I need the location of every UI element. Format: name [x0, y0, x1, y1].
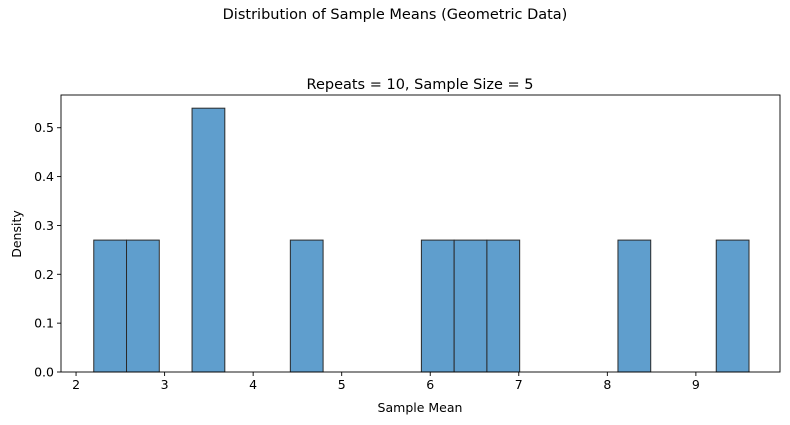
x-tick-label-2: 4: [249, 377, 257, 392]
y-tick-label-5: 0.5: [34, 120, 54, 135]
x-tick-label-5: 7: [515, 377, 523, 392]
histogram-bar-7: [617, 239, 652, 373]
y-tick-label-2: 0.2: [34, 267, 54, 282]
histogram-bar-3: [289, 239, 324, 373]
x-tick-label-1: 3: [161, 377, 169, 392]
y-tick-label-0: 0.0: [34, 365, 54, 380]
x-axis-label: Sample Mean: [378, 400, 463, 415]
y-tick-label-1: 0.1: [34, 316, 54, 331]
histogram-bar-6: [486, 239, 521, 373]
histogram-bars: [93, 107, 750, 373]
histogram-bar-2: [191, 107, 226, 373]
y-tick-label-3: 0.3: [34, 218, 54, 233]
x-tick-label-4: 6: [426, 377, 434, 392]
x-axis-ticks: 2 3 4 5 6 7 8 9: [72, 372, 700, 392]
histogram-bar-8: [715, 239, 750, 373]
x-tick-label-0: 2: [72, 377, 80, 392]
x-tick-label-6: 8: [603, 377, 611, 392]
histogram-bar-0: [93, 239, 128, 373]
axes-title: Repeats = 10, Sample Size = 5: [307, 77, 534, 93]
histogram-bar-5: [453, 239, 488, 373]
figure-suptitle: Distribution of Sample Means (Geometric …: [222, 7, 568, 23]
histogram-bar-1: [126, 239, 160, 373]
y-tick-label-4: 0.4: [34, 169, 54, 184]
y-axis-label: Density: [9, 210, 24, 258]
y-axis-ticks: 0.0 0.1 0.2 0.3 0.4 0.5: [34, 120, 61, 380]
x-tick-label-7: 9: [692, 377, 700, 392]
axes-frame: [60, 94, 781, 373]
x-tick-label-3: 5: [338, 377, 346, 392]
histogram-bar-4: [420, 239, 455, 373]
